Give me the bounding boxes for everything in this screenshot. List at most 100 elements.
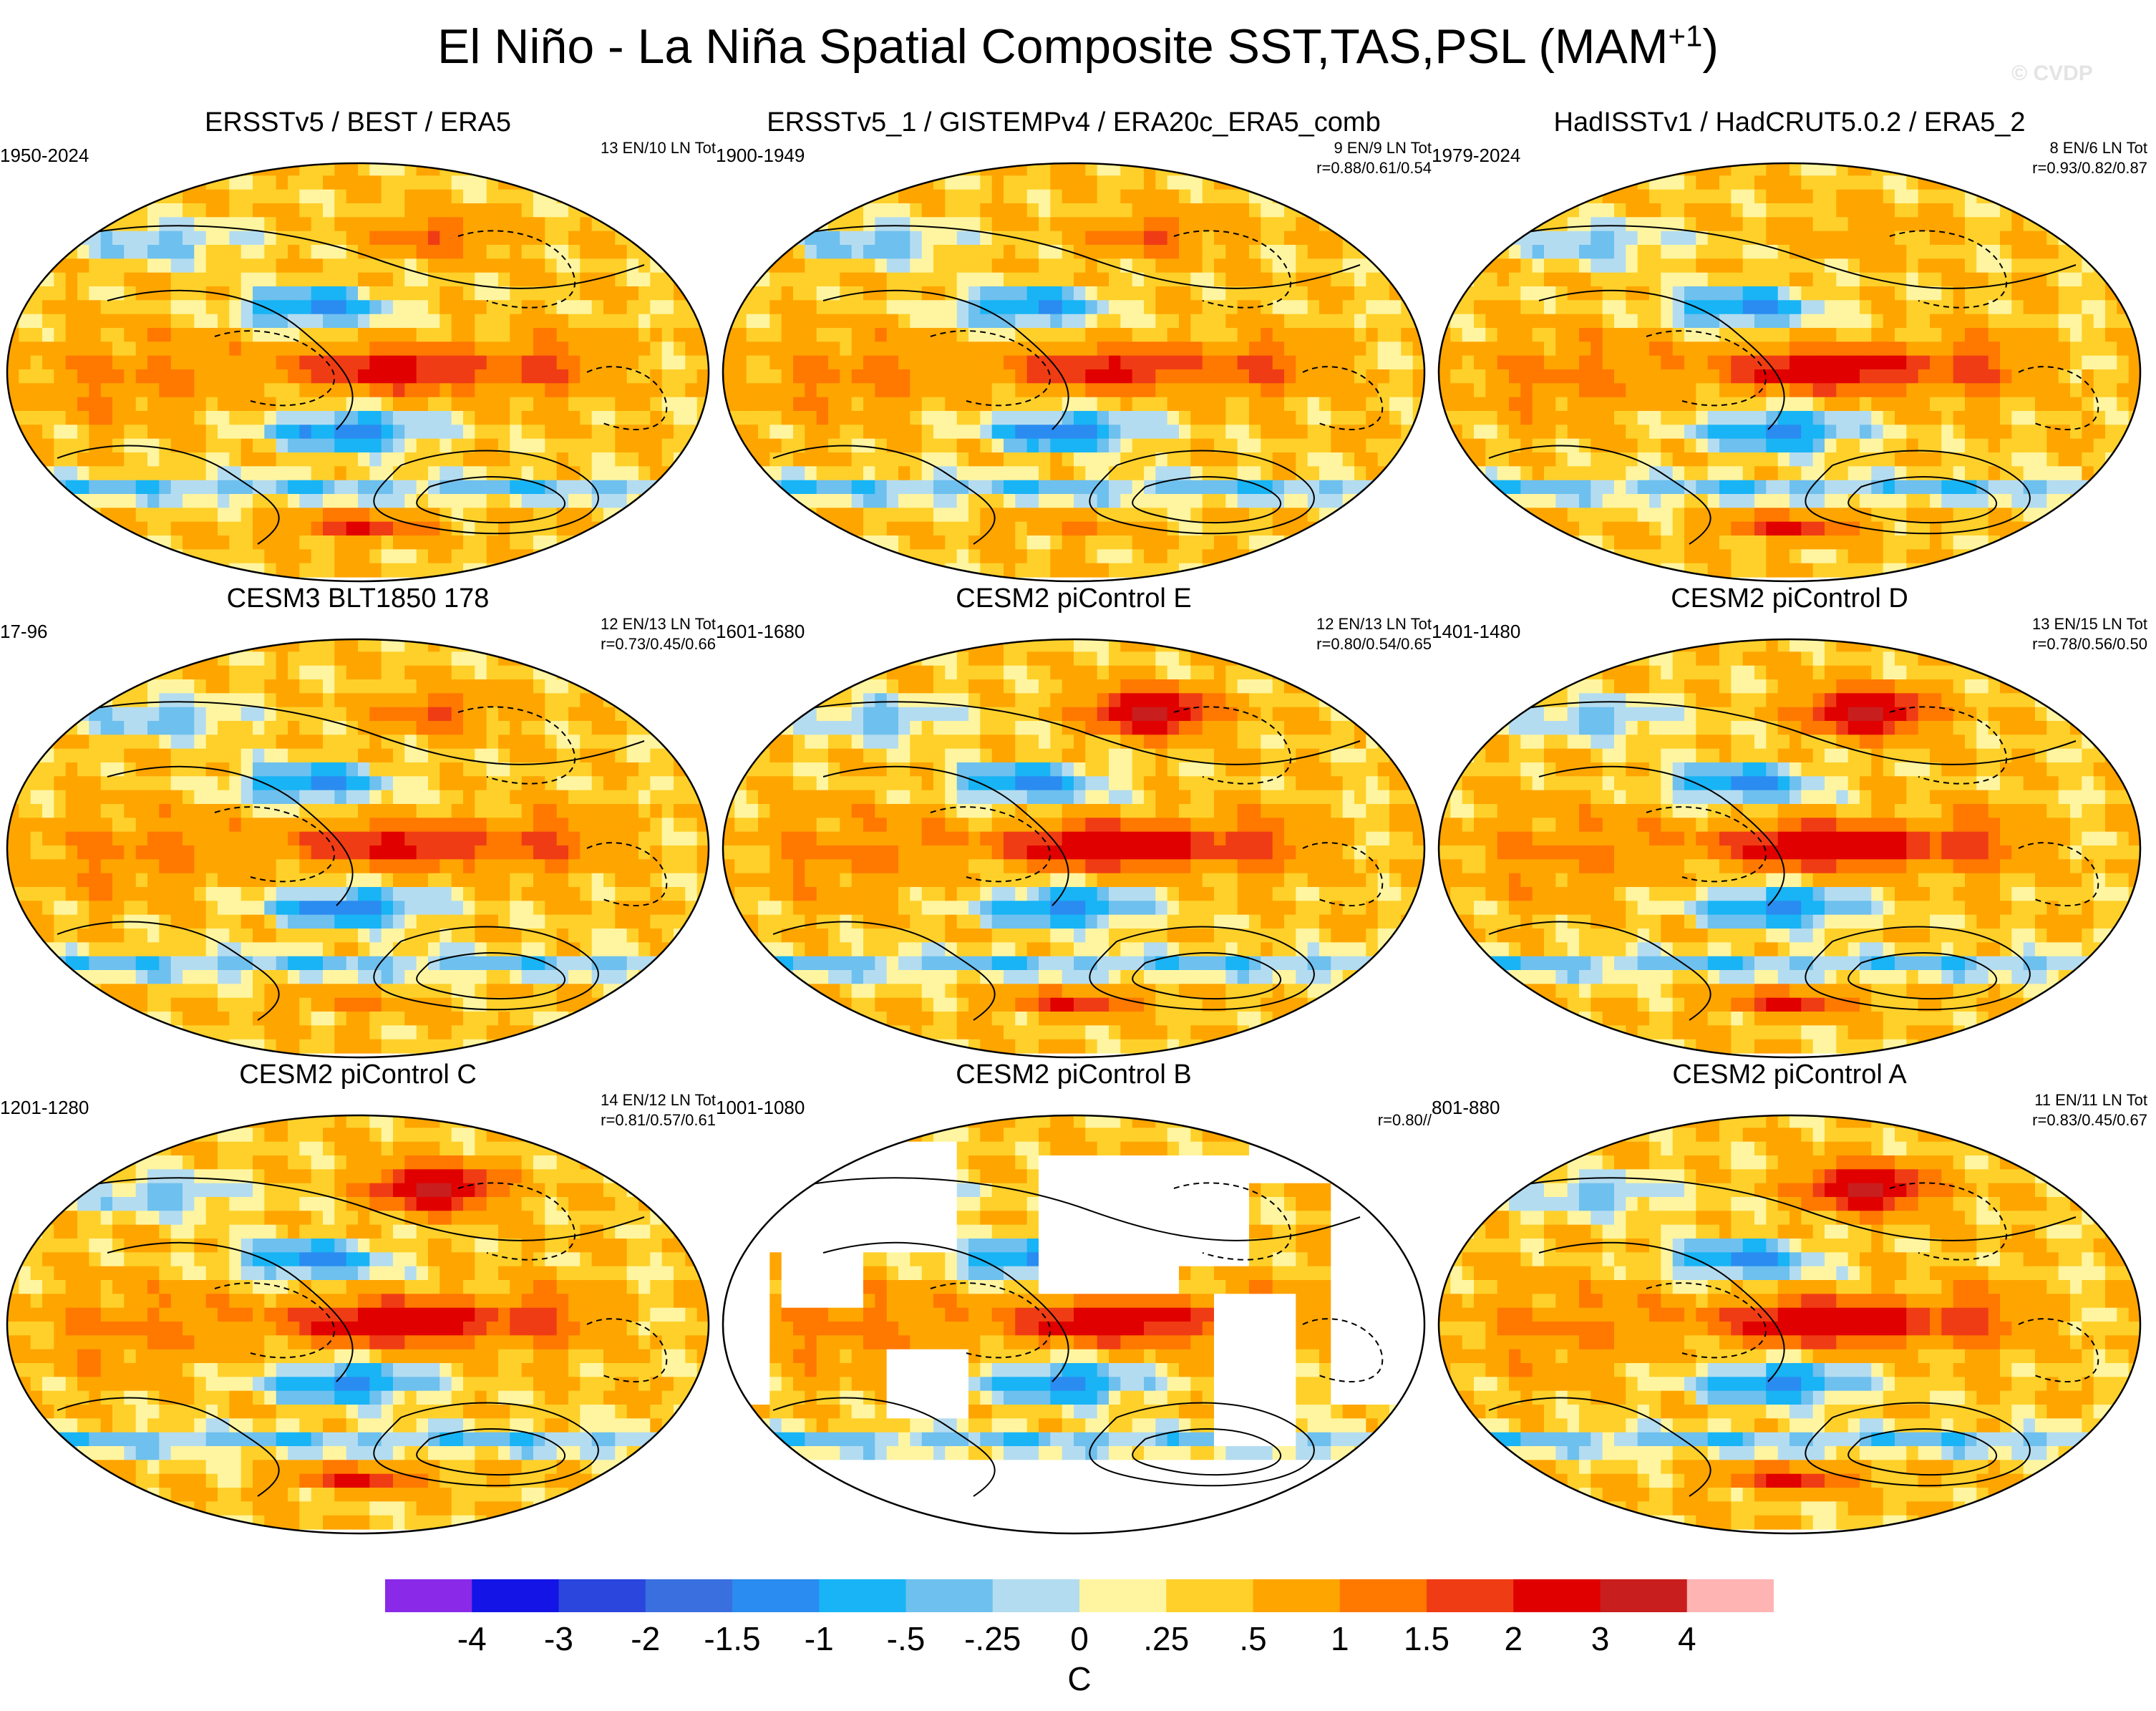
field-cell xyxy=(1520,175,1533,190)
field-cell xyxy=(1074,383,1086,398)
field-cell xyxy=(498,452,510,467)
field-cell xyxy=(1812,245,1825,259)
field-cell xyxy=(1766,175,1779,190)
field-cell xyxy=(980,231,993,246)
field-cell xyxy=(1555,494,1568,508)
field-cell xyxy=(1179,480,1191,495)
field-cell xyxy=(498,521,510,536)
field-cell xyxy=(229,549,242,564)
field-cell xyxy=(1261,175,1273,190)
field-cell xyxy=(1132,286,1145,301)
field-cell xyxy=(1672,300,1685,315)
field-cell xyxy=(1474,549,1486,564)
field-cell xyxy=(475,549,487,564)
field-cell xyxy=(1812,314,1825,329)
field-cell xyxy=(1777,480,1790,495)
field-cell xyxy=(1790,480,1802,495)
field-cell xyxy=(1790,397,1802,412)
field-cell xyxy=(1742,466,1755,481)
field-cell xyxy=(1331,563,1344,578)
field-cell xyxy=(241,535,253,550)
field-cell xyxy=(1684,494,1696,508)
field-cell xyxy=(603,175,616,190)
field-cell xyxy=(1085,563,1098,578)
field-cell xyxy=(828,369,840,384)
field-cell xyxy=(1520,163,1533,176)
field-cell xyxy=(1953,369,1966,384)
field-cell xyxy=(1790,231,1802,246)
field-cell xyxy=(1342,369,1355,384)
field-cell xyxy=(1319,411,1331,425)
field-cell xyxy=(746,300,759,315)
field-cell xyxy=(510,286,523,301)
field-cell xyxy=(1719,189,1732,204)
field-cell xyxy=(851,300,864,315)
field-cell xyxy=(1777,217,1790,232)
field-cell xyxy=(828,383,840,398)
field-cell xyxy=(1532,425,1545,440)
field-cell xyxy=(65,258,78,273)
field-cell xyxy=(334,355,347,370)
field-cell xyxy=(1766,272,1779,287)
field-cell xyxy=(1953,452,1966,467)
field-cell xyxy=(334,203,347,218)
field-cell xyxy=(1719,258,1732,273)
field-cell xyxy=(968,452,981,467)
field-cell xyxy=(828,341,840,357)
field-cell xyxy=(1097,563,1109,578)
field-cell xyxy=(1214,466,1226,481)
field-cell xyxy=(1167,521,1180,536)
field-cell xyxy=(968,341,981,357)
field-cell xyxy=(1307,341,1320,357)
field-cell xyxy=(1895,341,1907,357)
field-cell xyxy=(1296,286,1308,301)
field-cell xyxy=(1509,397,1521,412)
field-cell xyxy=(30,563,43,578)
field-cell xyxy=(1812,163,1825,176)
field-cell xyxy=(1567,272,1580,287)
field-cell xyxy=(685,369,698,384)
field-cell xyxy=(980,466,993,481)
field-cell xyxy=(1941,452,1954,467)
field-cell xyxy=(1109,480,1121,495)
field-cell xyxy=(1296,189,1308,204)
field-cell xyxy=(30,508,43,523)
field-cell xyxy=(1179,286,1191,301)
field-cell xyxy=(381,521,394,536)
field-cell xyxy=(1190,411,1203,425)
field-cell xyxy=(276,300,288,315)
field-cell xyxy=(1190,466,1203,481)
field-cell xyxy=(1120,508,1133,523)
field-cell xyxy=(135,245,148,259)
field-cell xyxy=(253,245,265,259)
field-cell xyxy=(1719,163,1732,176)
field-cell xyxy=(1579,508,1591,523)
field-cell xyxy=(1742,175,1755,190)
field-cell xyxy=(1225,272,1238,287)
field-cell xyxy=(1237,438,1250,453)
field-cell xyxy=(1331,286,1344,301)
field-cell xyxy=(910,258,923,273)
field-cell xyxy=(1544,328,1556,342)
field-cell xyxy=(863,314,875,329)
field-cell xyxy=(1026,521,1039,536)
field-cell xyxy=(1895,438,1907,453)
field-cell xyxy=(1497,272,1510,287)
field-cell xyxy=(1167,355,1180,370)
field-cell xyxy=(991,549,1004,564)
field-cell xyxy=(1167,397,1180,412)
field-cell xyxy=(956,203,969,218)
field-cell xyxy=(1296,175,1308,190)
field-cell xyxy=(1004,383,1016,398)
field-cell xyxy=(1637,272,1650,287)
field-cell xyxy=(135,355,148,370)
field-cell xyxy=(1591,508,1603,523)
field-cell xyxy=(276,397,288,412)
field-cell xyxy=(1307,300,1320,315)
field-cell xyxy=(1871,411,1884,425)
field-cell xyxy=(1120,163,1133,176)
field-cell xyxy=(1462,383,1475,398)
field-cell xyxy=(521,189,534,204)
field-cell xyxy=(1696,369,1709,384)
field-cell xyxy=(910,480,923,495)
